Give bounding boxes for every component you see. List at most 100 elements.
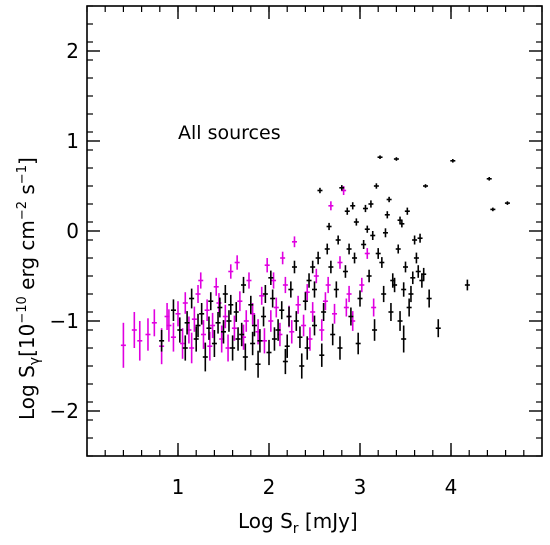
data-point xyxy=(257,329,263,353)
data-point xyxy=(273,297,279,318)
data-point xyxy=(317,187,323,194)
data-point xyxy=(379,257,385,268)
data-point xyxy=(375,248,381,259)
data-point xyxy=(401,325,407,353)
data-point xyxy=(207,331,213,361)
data-point xyxy=(262,285,268,303)
data-point xyxy=(333,281,339,298)
data-point xyxy=(312,281,317,298)
data-point xyxy=(282,276,288,294)
data-point xyxy=(364,248,370,259)
data-point xyxy=(325,276,331,294)
data-point xyxy=(312,315,317,336)
y-tick-label: −2 xyxy=(50,399,79,423)
x-tick-label: 1 xyxy=(172,475,185,499)
data-point xyxy=(403,261,408,273)
data-point xyxy=(297,326,303,348)
data-point xyxy=(322,292,328,311)
data-point xyxy=(221,320,226,344)
data-point xyxy=(304,336,310,360)
data-point xyxy=(366,269,372,283)
data-point xyxy=(393,157,399,161)
data-point xyxy=(371,298,377,317)
data-point xyxy=(270,289,276,308)
data-point xyxy=(189,288,195,309)
data-point xyxy=(362,204,368,213)
data-point xyxy=(307,327,313,351)
data-point xyxy=(242,343,248,371)
data-point xyxy=(319,343,325,367)
data-point xyxy=(159,330,165,352)
data-point xyxy=(415,265,421,278)
data-point xyxy=(170,299,176,321)
data-point xyxy=(164,303,170,330)
data-point xyxy=(182,292,188,314)
data-point xyxy=(282,348,288,375)
data-point xyxy=(189,332,195,364)
data-point xyxy=(271,327,277,351)
data-point xyxy=(397,311,403,331)
data-point xyxy=(310,302,316,322)
data-point xyxy=(210,312,216,339)
x-axis-title: Log Sr [mJy] xyxy=(238,509,358,537)
data-point xyxy=(213,277,219,296)
data-point xyxy=(450,159,456,163)
data-point xyxy=(233,302,239,322)
data-point xyxy=(222,285,228,303)
data-point xyxy=(337,336,343,360)
data-point xyxy=(145,318,151,351)
data-point xyxy=(271,272,277,289)
data-point xyxy=(251,314,257,337)
data-point xyxy=(335,235,341,245)
data-point xyxy=(423,184,429,188)
data-point xyxy=(382,228,388,238)
data-point xyxy=(284,334,290,358)
axis-ticks xyxy=(86,5,543,457)
data-point xyxy=(404,207,410,215)
y-tick-label: −1 xyxy=(50,309,79,333)
data-point xyxy=(120,322,126,368)
data-point xyxy=(321,303,327,321)
data-point xyxy=(397,216,403,224)
data-point xyxy=(306,273,312,288)
data-point xyxy=(250,331,256,356)
plot-frame xyxy=(86,5,543,457)
x-tick-label: 4 xyxy=(445,475,458,499)
data-point xyxy=(319,319,325,341)
series-group_a xyxy=(159,155,510,379)
data-point xyxy=(195,285,201,303)
data-point xyxy=(350,202,356,210)
data-point xyxy=(151,309,157,337)
data-point xyxy=(199,303,205,325)
data-point xyxy=(370,231,376,240)
data-point xyxy=(315,251,321,265)
data-point xyxy=(291,236,297,248)
data-point xyxy=(299,353,305,379)
data-point xyxy=(279,301,285,320)
data-point xyxy=(408,285,414,303)
x-tick-label: 3 xyxy=(354,475,367,499)
data-point xyxy=(280,251,286,265)
data-point xyxy=(313,268,319,284)
data-point xyxy=(421,267,427,281)
data-point xyxy=(226,310,232,332)
data-point xyxy=(286,306,292,327)
data-point xyxy=(357,290,363,307)
data-point xyxy=(295,295,301,314)
data-point xyxy=(372,319,378,341)
data-point xyxy=(180,328,186,359)
data-point xyxy=(268,310,274,332)
data-point xyxy=(490,207,496,212)
data-point xyxy=(346,243,352,255)
data-point xyxy=(386,196,392,203)
data-point xyxy=(131,312,137,348)
data-point xyxy=(330,323,336,346)
data-point xyxy=(353,218,359,226)
data-point xyxy=(410,271,416,285)
data-point xyxy=(426,289,432,308)
data-point xyxy=(384,211,390,219)
data-point xyxy=(243,310,249,332)
y-axis-title: Log Sγ[10−10 erg cm−2 s−1] xyxy=(15,157,43,420)
data-point xyxy=(170,322,176,352)
